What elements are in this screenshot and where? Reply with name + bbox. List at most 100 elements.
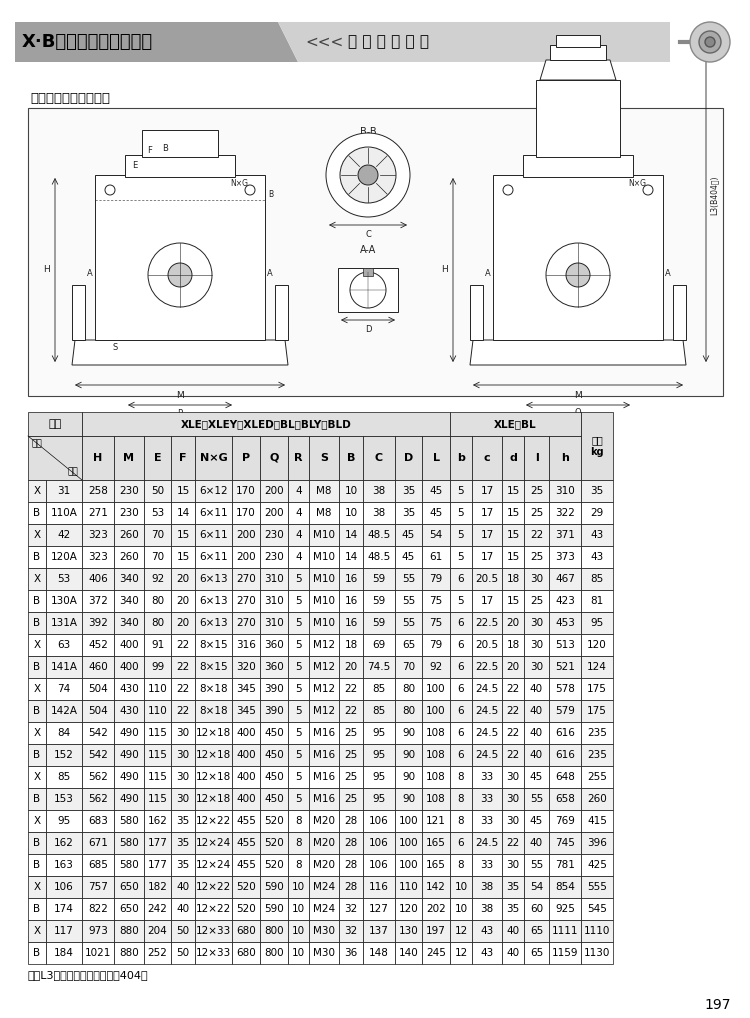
- Text: B: B: [34, 838, 40, 848]
- Text: A-A: A-A: [360, 245, 376, 254]
- Bar: [339, 722, 363, 744]
- Text: 230: 230: [119, 508, 139, 518]
- Text: 30: 30: [176, 772, 190, 782]
- Text: 54: 54: [429, 530, 442, 540]
- Text: 130A: 130A: [50, 596, 77, 606]
- Text: 152: 152: [54, 750, 74, 760]
- Text: 22: 22: [506, 728, 520, 738]
- Text: 28: 28: [344, 882, 358, 892]
- Bar: [472, 524, 502, 546]
- Bar: [72, 285, 85, 340]
- Bar: [339, 656, 363, 678]
- Bar: [232, 810, 260, 832]
- Text: 25: 25: [530, 508, 543, 518]
- Text: 8×15: 8×15: [200, 640, 228, 651]
- Text: 外 型 安 装 尺 寸: 外 型 安 装 尺 寸: [348, 35, 429, 50]
- Text: 490: 490: [119, 772, 139, 782]
- Text: 580: 580: [119, 816, 139, 826]
- Polygon shape: [470, 340, 686, 365]
- Text: B: B: [34, 662, 40, 672]
- Bar: [46, 832, 82, 854]
- Text: B: B: [34, 508, 40, 518]
- Text: 18: 18: [506, 574, 520, 584]
- Text: 38: 38: [480, 882, 494, 892]
- Bar: [144, 590, 171, 612]
- Bar: [288, 480, 309, 502]
- Text: 455: 455: [236, 816, 256, 826]
- Text: 28: 28: [344, 860, 358, 870]
- Bar: [450, 832, 472, 854]
- Bar: [232, 722, 260, 744]
- Text: 310: 310: [264, 596, 284, 606]
- Bar: [195, 678, 232, 700]
- Bar: [524, 590, 549, 612]
- Bar: [472, 744, 502, 766]
- Bar: [82, 832, 114, 854]
- Text: 392: 392: [88, 618, 108, 628]
- Bar: [82, 412, 450, 436]
- Bar: [171, 524, 195, 546]
- Bar: [144, 524, 171, 546]
- Text: 115: 115: [148, 728, 167, 738]
- Text: 182: 182: [148, 882, 167, 892]
- Text: A: A: [485, 269, 490, 278]
- Text: B: B: [34, 750, 40, 760]
- Circle shape: [503, 185, 513, 195]
- Bar: [472, 546, 502, 568]
- Bar: [581, 854, 613, 876]
- Text: 10: 10: [454, 882, 467, 892]
- Text: 70: 70: [151, 552, 164, 562]
- Bar: [581, 524, 613, 546]
- Bar: [422, 832, 450, 854]
- Bar: [549, 788, 581, 810]
- Text: 17: 17: [480, 486, 494, 496]
- Text: 106: 106: [369, 838, 388, 848]
- Bar: [195, 810, 232, 832]
- Text: 60: 60: [530, 904, 543, 914]
- Bar: [232, 700, 260, 722]
- Text: 200: 200: [236, 530, 256, 540]
- Bar: [144, 854, 171, 876]
- Text: 45: 45: [402, 552, 416, 562]
- Bar: [363, 700, 395, 722]
- Text: B: B: [268, 190, 273, 199]
- Text: 115: 115: [148, 750, 167, 760]
- Bar: [309, 502, 339, 524]
- Bar: [309, 524, 339, 546]
- Bar: [363, 634, 395, 656]
- Bar: [171, 480, 195, 502]
- Text: 504: 504: [88, 706, 108, 716]
- Text: 197: 197: [705, 998, 731, 1012]
- Text: 重量
kg: 重量 kg: [590, 436, 604, 457]
- Text: 400: 400: [236, 772, 256, 782]
- Text: 5: 5: [296, 706, 302, 716]
- Text: 6×11: 6×11: [200, 530, 228, 540]
- Text: 53: 53: [151, 508, 164, 518]
- Text: 75: 75: [429, 596, 442, 606]
- Text: 513: 513: [555, 640, 575, 651]
- Text: 17: 17: [480, 552, 494, 562]
- Bar: [422, 656, 450, 678]
- Bar: [28, 898, 46, 920]
- Text: 24.5: 24.5: [476, 750, 499, 760]
- Bar: [309, 436, 339, 480]
- Text: 33: 33: [480, 816, 494, 826]
- Bar: [114, 920, 144, 942]
- Text: 12×22: 12×22: [196, 816, 231, 826]
- Text: 45: 45: [429, 508, 442, 518]
- Text: 648: 648: [555, 772, 575, 782]
- Text: 12×18: 12×18: [196, 728, 231, 738]
- Bar: [502, 612, 524, 634]
- Bar: [450, 568, 472, 590]
- Text: 35: 35: [402, 486, 416, 496]
- Bar: [260, 942, 288, 964]
- Bar: [472, 788, 502, 810]
- Bar: [288, 898, 309, 920]
- Bar: [171, 612, 195, 634]
- Bar: [288, 876, 309, 898]
- Text: 14: 14: [344, 552, 358, 562]
- Text: M12: M12: [313, 640, 335, 651]
- Circle shape: [699, 31, 721, 53]
- Text: 35: 35: [176, 816, 190, 826]
- Text: 177: 177: [148, 838, 167, 848]
